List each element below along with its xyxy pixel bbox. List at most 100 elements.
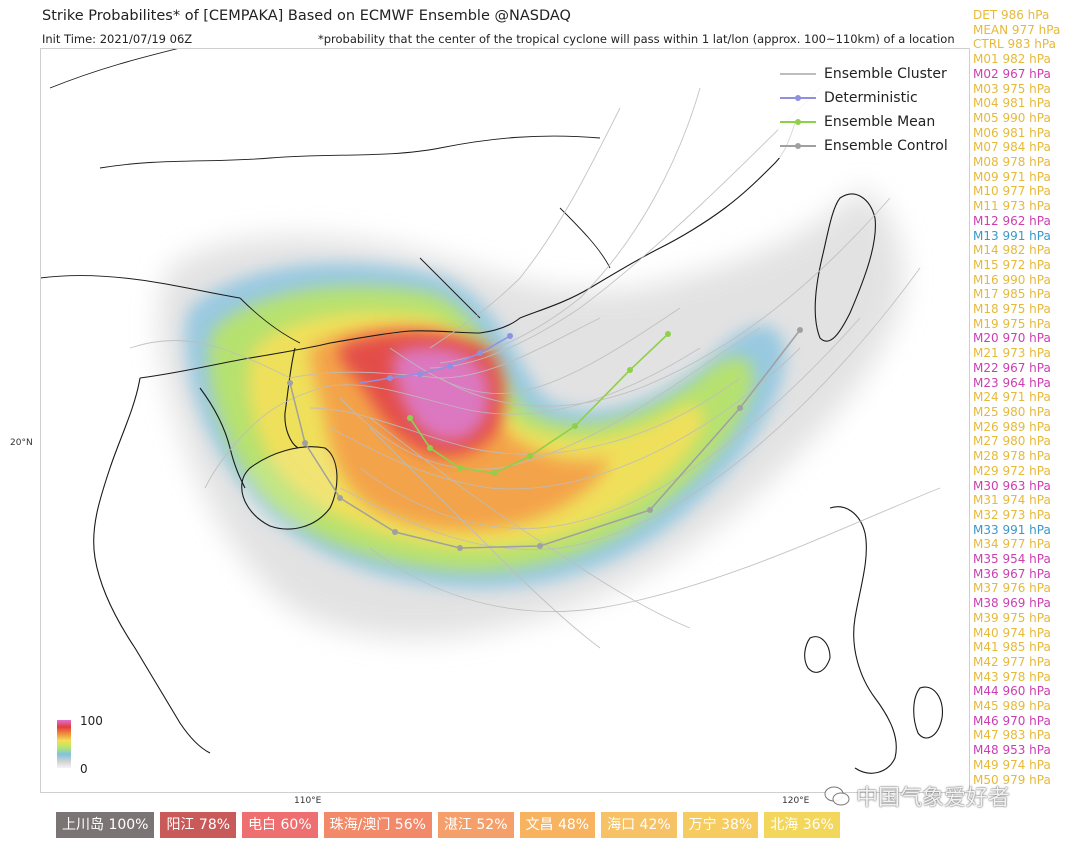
mean-point xyxy=(527,453,533,459)
track xyxy=(369,417,691,629)
member-pressure-label: M09 971 hPa xyxy=(973,169,1051,184)
legend-label: Ensemble Cluster xyxy=(824,66,947,82)
control-points xyxy=(287,327,803,551)
coastlines xyxy=(40,48,943,774)
location-probability-chip: 文昌 48% xyxy=(519,812,596,838)
mean-point xyxy=(627,367,633,373)
track xyxy=(369,487,941,612)
track xyxy=(204,387,321,489)
member-pressure-label: M18 975 hPa xyxy=(973,302,1051,317)
member-pressure-label: M22 967 hPa xyxy=(973,360,1051,375)
member-pressure-label: M05 990 hPa xyxy=(973,110,1051,125)
init-time: Init Time: 2021/07/19 06Z xyxy=(42,32,193,46)
member-pressure-label: M24 971 hPa xyxy=(973,390,1051,405)
track xyxy=(309,377,741,455)
location-probability-chip: 万宁 38% xyxy=(682,812,759,838)
track xyxy=(369,427,601,649)
legend-ensemble-control: Ensemble Control xyxy=(778,134,958,158)
member-pressure-label: DET 986 hPa xyxy=(973,8,1050,22)
deterministic-point xyxy=(477,350,483,356)
track xyxy=(389,307,681,394)
member-pressure-label: M21 973 hPa xyxy=(973,346,1051,361)
mean-point xyxy=(492,470,498,476)
latitude-label: 20°N xyxy=(10,438,33,448)
taiwan-island xyxy=(814,193,876,342)
member-pressure-label: M28 978 hPa xyxy=(973,449,1051,464)
borders xyxy=(40,48,611,344)
control-point xyxy=(337,495,343,501)
deterministic-point xyxy=(417,371,423,377)
probability-note: *probability that the center of the trop… xyxy=(318,32,955,46)
philippines-islands xyxy=(804,636,943,739)
legend-swatch-mean xyxy=(780,119,816,125)
legend-ensemble-cluster: Ensemble Cluster xyxy=(778,62,958,86)
member-pressure-label: M29 972 hPa xyxy=(973,463,1051,478)
member-pressure-label: M15 972 hPa xyxy=(973,257,1051,272)
member-pressure-label: M37 976 hPa xyxy=(973,581,1051,596)
legend-swatch-deterministic xyxy=(780,95,816,101)
longitude-label-110: 110°E xyxy=(294,796,322,806)
map-legend: Ensemble Cluster Deterministic Ensemble … xyxy=(778,62,958,158)
watermark: 中国气象爱好者 xyxy=(824,780,1010,812)
control-point xyxy=(287,380,293,386)
member-pressure-label: M34 977 hPa xyxy=(973,537,1051,552)
location-probability-chip: 电白 60% xyxy=(242,812,318,838)
member-pressure-label: M13 991 hPa xyxy=(973,228,1051,243)
member-pressure-label: M01 982 hPa xyxy=(973,52,1051,67)
south-china-coast xyxy=(139,122,796,379)
track xyxy=(339,267,921,550)
mean-line xyxy=(409,333,669,474)
vietnam-coast xyxy=(93,377,211,754)
wechat-icon xyxy=(824,786,850,806)
member-pressure-label: M45 989 hPa xyxy=(973,699,1051,714)
mean-point xyxy=(427,445,433,451)
location-probability-chip: 上川岛 100% xyxy=(56,812,155,838)
member-pressure-label: MEAN 977 hPa xyxy=(973,22,1061,37)
deterministic-track xyxy=(359,333,513,384)
member-pressure-label: M35 954 hPa xyxy=(973,552,1051,567)
deterministic-point xyxy=(447,363,453,369)
member-pressure-label: M26 989 hPa xyxy=(973,419,1051,434)
track xyxy=(339,327,761,470)
member-pressure-label: M27 980 hPa xyxy=(973,434,1051,449)
control-point xyxy=(392,529,398,535)
member-pressure-label: M49 974 hPa xyxy=(973,757,1051,772)
track xyxy=(429,107,621,349)
location-probability-bar: 上川岛 100% 阳江 78% 电白 60% 珠海/澳门 56% 湛江 52% 文昌 48… xyxy=(56,812,840,838)
track xyxy=(319,347,701,415)
legend-ensemble-mean: Ensemble Mean xyxy=(778,110,958,134)
ensemble-cluster-tracks xyxy=(129,87,941,649)
member-pressure-label: M46 970 hPa xyxy=(973,713,1051,728)
member-pressure-label: M20 970 hPa xyxy=(973,331,1051,346)
member-pressure-label: M14 982 hPa xyxy=(973,243,1051,258)
map-frame xyxy=(40,48,970,793)
leizhou-peninsula xyxy=(284,347,299,449)
member-pressure-label: M17 985 hPa xyxy=(973,287,1051,302)
ensemble-member-pressure-list: DET 986 hPa MEAN 977 hPa CTRL 983 hPa M01 9… xyxy=(973,8,1078,787)
member-pressure-label: M07 984 hPa xyxy=(973,140,1051,155)
member-pressure-label: M39 975 hPa xyxy=(973,610,1051,625)
deterministic-points xyxy=(387,333,513,381)
member-pressure-label: M11 973 hPa xyxy=(973,199,1051,214)
longitude-label-120: 120°E xyxy=(782,796,810,806)
swath-pink xyxy=(393,346,490,442)
deterministic-point xyxy=(387,375,393,381)
member-pressure-label: M19 975 hPa xyxy=(973,316,1051,331)
member-pressure-label: M43 978 hPa xyxy=(973,669,1051,684)
member-pressure-label: M32 973 hPa xyxy=(973,507,1051,522)
legend-swatch-cluster xyxy=(780,73,816,75)
probability-colorbar xyxy=(57,720,71,768)
control-point xyxy=(737,405,743,411)
legend-label: Ensemble Control xyxy=(824,138,948,154)
control-point xyxy=(797,327,803,333)
member-pressure-label: M23 964 hPa xyxy=(973,375,1051,390)
track xyxy=(359,317,861,529)
member-pressure-label: M03 975 hPa xyxy=(973,81,1051,96)
member-pressure-label: M33 991 hPa xyxy=(973,522,1051,537)
map-title: Strike Probabilites* of [CEMPAKA] Based … xyxy=(42,8,571,24)
location-probability-chip: 北海 36% xyxy=(764,812,840,838)
track xyxy=(129,340,291,379)
legend-swatch-control xyxy=(780,143,816,149)
colorbar-max-label: 100 xyxy=(80,714,103,728)
member-pressure-label: M12 962 hPa xyxy=(973,213,1051,228)
